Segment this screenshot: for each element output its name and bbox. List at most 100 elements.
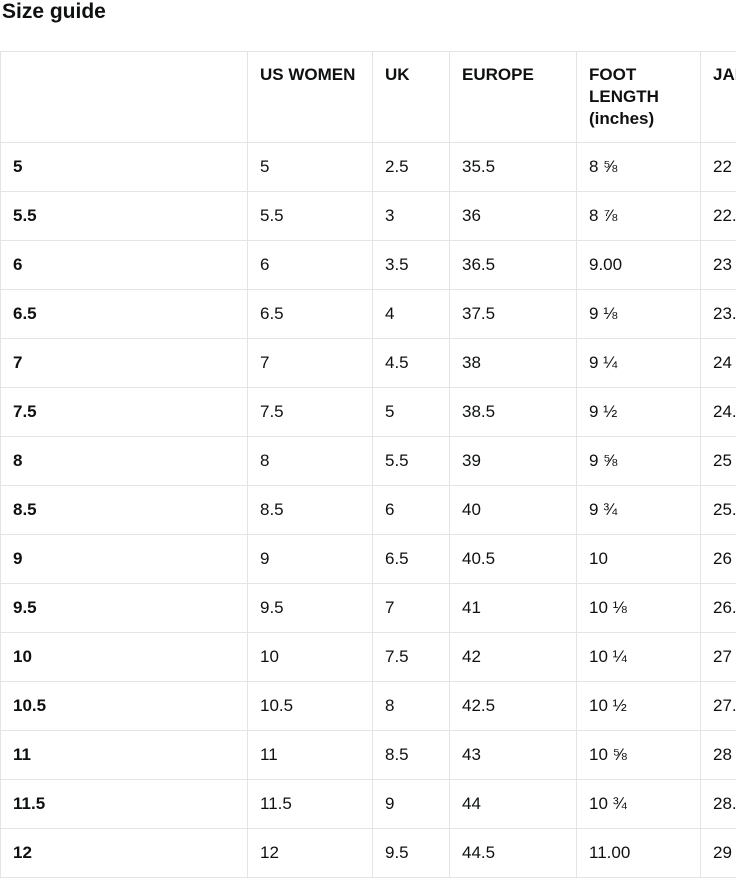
cell-europe: 36 (450, 192, 577, 241)
column-header-foot_length: FOOT LENGTH (inches) (577, 52, 701, 143)
cell-foot_length: 9.00 (577, 241, 701, 290)
cell-japan: 28 (701, 731, 736, 780)
cell-us_women: 10 (248, 633, 373, 682)
row-label: 8 (1, 437, 248, 486)
cell-us_women: 6.5 (248, 290, 373, 339)
column-header-japan: JAPAN (701, 52, 736, 143)
row-label: 9.5 (1, 584, 248, 633)
table-row: 996.540.5102611 ⅛ (1, 535, 736, 584)
cell-us_women: 5.5 (248, 192, 373, 241)
row-label: 10 (1, 633, 248, 682)
cell-europe: 41 (450, 584, 577, 633)
row-label: 7.5 (1, 388, 248, 437)
cell-uk: 7.5 (373, 633, 450, 682)
cell-foot_length: 10 ¼ (577, 633, 701, 682)
cell-foot_length: 8 ⅞ (577, 192, 701, 241)
cell-us_women: 8.5 (248, 486, 373, 535)
table-row: 663.536.59.002310.00 (1, 241, 736, 290)
cell-us_women: 6 (248, 241, 373, 290)
cell-foot_length: 9 ¼ (577, 339, 701, 388)
cell-us_women: 7 (248, 339, 373, 388)
cell-japan: 24.5 (701, 388, 736, 437)
column-header-size (1, 52, 248, 143)
cell-us_women: 11 (248, 731, 373, 780)
cell-foot_length: 11.00 (577, 829, 701, 878)
cell-europe: 39 (450, 437, 577, 486)
cell-japan: 22.5 (701, 192, 736, 241)
cell-japan: 22 (701, 143, 736, 192)
row-label: 7 (1, 339, 248, 388)
cell-us_women: 12 (248, 829, 373, 878)
cell-us_women: 5 (248, 143, 373, 192)
cell-japan: 27.5 (701, 682, 736, 731)
cell-uk: 5 (373, 388, 450, 437)
row-label: 5 (1, 143, 248, 192)
row-label: 11 (1, 731, 248, 780)
cell-japan: 24 (701, 339, 736, 388)
column-header-uk: UK (373, 52, 450, 143)
cell-us_women: 10.5 (248, 682, 373, 731)
cell-europe: 38.5 (450, 388, 577, 437)
cell-europe: 40.5 (450, 535, 577, 584)
row-label: 9 (1, 535, 248, 584)
cell-japan: 27 (701, 633, 736, 682)
cell-europe: 37.5 (450, 290, 577, 339)
cell-japan: 29 (701, 829, 736, 878)
cell-japan: 26.5 (701, 584, 736, 633)
cell-europe: 42 (450, 633, 577, 682)
cell-uk: 4 (373, 290, 450, 339)
cell-uk: 3 (373, 192, 450, 241)
row-label: 5.5 (1, 192, 248, 241)
cell-uk: 8 (373, 682, 450, 731)
cell-uk: 7 (373, 584, 450, 633)
cell-foot_length: 9 ⅛ (577, 290, 701, 339)
cell-uk: 9.5 (373, 829, 450, 878)
cell-us_women: 9 (248, 535, 373, 584)
cell-uk: 4.5 (373, 339, 450, 388)
row-label: 11.5 (1, 780, 248, 829)
row-label: 8.5 (1, 486, 248, 535)
column-header-us_women: US WOMEN (248, 52, 373, 143)
cell-europe: 40 (450, 486, 577, 535)
cell-europe: 42.5 (450, 682, 577, 731)
cell-japan: 23.5 (701, 290, 736, 339)
cell-japan: 23 (701, 241, 736, 290)
page-title: Size guide (0, 0, 736, 22)
cell-foot_length: 9 ¾ (577, 486, 701, 535)
cell-us_women: 9.5 (248, 584, 373, 633)
cell-foot_length: 10 ¾ (577, 780, 701, 829)
cell-europe: 43 (450, 731, 577, 780)
cell-us_women: 11.5 (248, 780, 373, 829)
cell-japan: 28.5 (701, 780, 736, 829)
cell-uk: 9 (373, 780, 450, 829)
cell-foot_length: 10 ⅛ (577, 584, 701, 633)
cell-foot_length: 9 ½ (577, 388, 701, 437)
cell-uk: 6.5 (373, 535, 450, 584)
cell-europe: 36.5 (450, 241, 577, 290)
cell-europe: 35.5 (450, 143, 577, 192)
cell-uk: 8.5 (373, 731, 450, 780)
row-label: 6 (1, 241, 248, 290)
row-label: 10.5 (1, 682, 248, 731)
table-row: 552.535.58 ⅝229 ¾ (1, 143, 736, 192)
cell-europe: 44.5 (450, 829, 577, 878)
cell-uk: 2.5 (373, 143, 450, 192)
cell-foot_length: 10 ½ (577, 682, 701, 731)
cell-japan: 26 (701, 535, 736, 584)
cell-us_women: 7.5 (248, 388, 373, 437)
row-label: 6.5 (1, 290, 248, 339)
